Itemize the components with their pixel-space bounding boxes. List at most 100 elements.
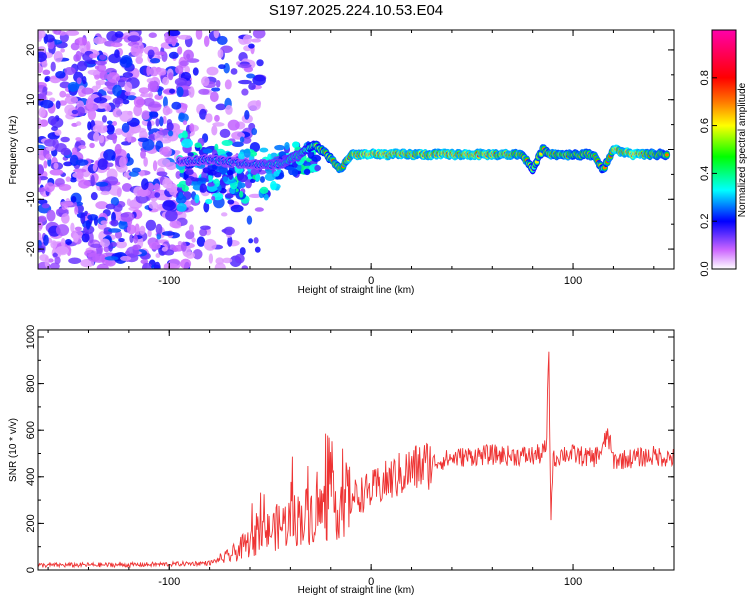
- spectral-noise-blob: [253, 237, 259, 244]
- spectral-noise-blob: [141, 178, 149, 190]
- spectral-noise-blob: [41, 203, 50, 209]
- spectral-noise-blob: [114, 230, 123, 239]
- spectral-noise-blob: [44, 256, 50, 268]
- spectral-noise-blob: [124, 91, 131, 96]
- spectral-noise-blob: [50, 240, 58, 249]
- spectral-noise-blob: [241, 265, 249, 269]
- spectral-noise-blob: [156, 171, 168, 177]
- spectral-noise-blob: [104, 104, 112, 112]
- spectral-noise-blob: [47, 115, 57, 126]
- spectral-noise-blob: [120, 255, 132, 261]
- spectral-noise-blob: [99, 70, 108, 81]
- x-tick-label: -100: [158, 576, 180, 588]
- spectral-noise-blob: [145, 219, 157, 231]
- spectral-cone-blob: [226, 169, 234, 176]
- spectral-noise-blob: [149, 111, 159, 118]
- spectral-noise-blob: [75, 121, 82, 126]
- spectral-noise-blob: [96, 125, 108, 134]
- y-tick-label: 10: [25, 94, 37, 106]
- spectral-noise-blob: [239, 247, 246, 256]
- spectral-noise-blob: [127, 35, 141, 42]
- spectral-noise-blob: [60, 136, 70, 143]
- spectral-noise-blob: [205, 113, 213, 123]
- spectral-noise-blob: [225, 104, 233, 115]
- spectral-noise-blob: [203, 35, 210, 47]
- spectral-noise-blob: [50, 61, 56, 72]
- spectral-noise-blob: [59, 90, 67, 98]
- y-tick-label: 20: [25, 44, 37, 56]
- spectral-noise-blob: [120, 211, 135, 222]
- spectral-cone-blob: [237, 180, 243, 190]
- spectral-noise-blob: [209, 91, 219, 103]
- spectral-noise-blob: [157, 87, 163, 96]
- spectral-noise-blob: [58, 100, 67, 106]
- spectral-noise-blob: [106, 162, 114, 167]
- spectral-cone-blob: [274, 144, 285, 151]
- spectral-noise-blob: [94, 65, 100, 70]
- colorbar-tick-label: 0.0: [699, 261, 711, 276]
- spectral-noise-blob: [54, 256, 61, 265]
- spectral-noise-blob: [44, 182, 55, 193]
- spectral-cone-blob: [194, 142, 202, 148]
- spectral-noise-blob: [168, 186, 179, 196]
- spectral-noise-blob: [96, 63, 107, 73]
- colorbar-label: Normalized spectral amplitude: [737, 82, 748, 217]
- spectral-noise-blob: [167, 30, 181, 37]
- spectral-noise-blob: [118, 238, 125, 243]
- spectral-noise-blob: [69, 177, 77, 183]
- spectral-noise-blob: [74, 205, 79, 215]
- spectral-noise-blob: [178, 112, 185, 120]
- spectral-noise-blob: [100, 190, 110, 196]
- spectral-noise-blob: [234, 253, 245, 264]
- spectral-noise-blob: [140, 150, 146, 159]
- spectral-noise-blob: [104, 256, 119, 261]
- spectral-noise-blob: [224, 79, 232, 90]
- y-tick-label: -10: [25, 191, 37, 207]
- spectral-noise-blob: [230, 204, 244, 213]
- colorbar-tick-label: 0.2: [699, 214, 711, 229]
- spectral-noise-blob: [54, 129, 62, 136]
- spectral-noise-blob: [87, 121, 92, 131]
- spectral-noise-blob: [138, 87, 150, 94]
- spectral-noise-blob: [231, 141, 244, 148]
- spectral-noise-blob: [89, 53, 98, 59]
- spectral-noise-blob: [208, 253, 214, 264]
- spectral-noise-blob: [93, 36, 104, 45]
- spectral-noise-blob: [216, 35, 228, 45]
- spectral-noise-blob: [131, 167, 141, 173]
- spectral-noise-blob: [116, 187, 122, 198]
- spectral-noise-blob: [106, 123, 115, 135]
- snr-x-label: Height of straight line (km): [298, 585, 415, 596]
- spectral-noise-blob: [213, 30, 220, 39]
- y-tick-label: -20: [25, 241, 37, 257]
- spectral-noise-blob: [101, 115, 107, 123]
- spectral-noise-blob: [118, 219, 128, 230]
- spectral-cone-blob: [207, 182, 215, 187]
- spectral-noise-blob: [148, 32, 157, 39]
- spectral-noise-blob: [107, 228, 122, 233]
- spectral-noise-blob: [251, 128, 258, 136]
- spectral-noise-blob: [246, 215, 253, 225]
- spectral-noise-blob: [98, 134, 105, 144]
- spectral-noise-blob: [162, 76, 170, 86]
- spectral-noise-blob: [134, 223, 140, 236]
- spectral-noise-blob: [201, 76, 210, 87]
- spectral-noise-blob: [162, 115, 167, 125]
- spectral-noise-blob: [73, 54, 80, 62]
- y-tick-label: 400: [25, 468, 37, 486]
- spectral-noise-blob: [67, 81, 80, 92]
- spectral-noise-blob: [65, 30, 80, 36]
- spectral-noise-blob: [156, 232, 162, 240]
- spectral-noise-blob: [52, 252, 58, 258]
- spectral-noise-blob: [75, 37, 88, 46]
- spectral-noise-blob: [248, 238, 254, 244]
- spectral-noise-blob: [95, 60, 107, 66]
- spectral-noise-blob: [76, 170, 84, 180]
- colorbar-tick-label: 0.8: [699, 70, 711, 85]
- spectral-cone-blob: [255, 173, 261, 181]
- spectral-noise-blob: [215, 79, 221, 88]
- spectral-noise-blob: [41, 60, 48, 68]
- spectral-noise-blob: [248, 82, 256, 91]
- spectral-noise-blob: [38, 117, 42, 130]
